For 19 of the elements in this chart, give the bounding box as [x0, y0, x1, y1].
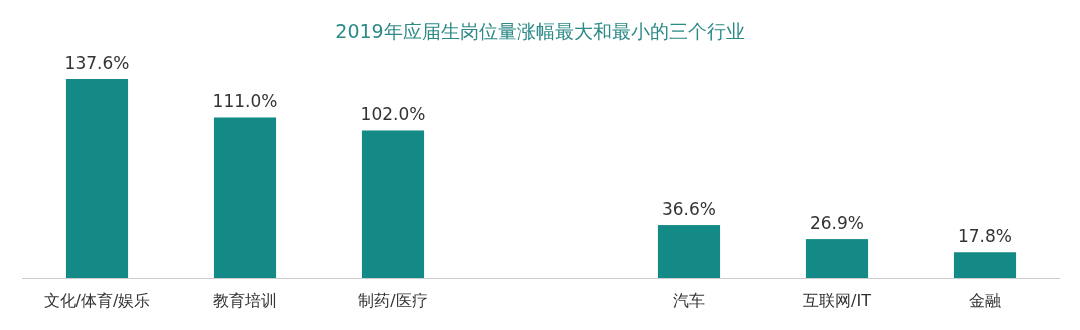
bar	[65, 79, 129, 278]
chart-title: 2019年应届生岗位量涨幅最大和最小的三个行业	[335, 20, 745, 42]
data-label: 111.0%	[212, 91, 278, 112]
x-tick-label: 汽车	[673, 291, 705, 310]
data-label: 36.6%	[661, 199, 717, 220]
bar	[953, 252, 1017, 278]
data-label: 26.9%	[809, 213, 865, 234]
data-label: 17.8%	[957, 226, 1013, 247]
bar	[805, 239, 869, 278]
x-tick-label: 互联网/IT	[803, 291, 872, 310]
x-tick-label: 教育培训	[213, 291, 277, 310]
x-tick-label: 文化/体育/娱乐	[43, 291, 151, 310]
bar	[213, 117, 277, 278]
data-label: 137.6%	[64, 53, 130, 73]
x-tick-label: 制药/医疗	[358, 291, 428, 310]
bar	[361, 130, 425, 278]
bar	[657, 225, 721, 278]
x-tick-label: 金融	[969, 291, 1001, 310]
data-label: 102.0%	[360, 104, 426, 125]
